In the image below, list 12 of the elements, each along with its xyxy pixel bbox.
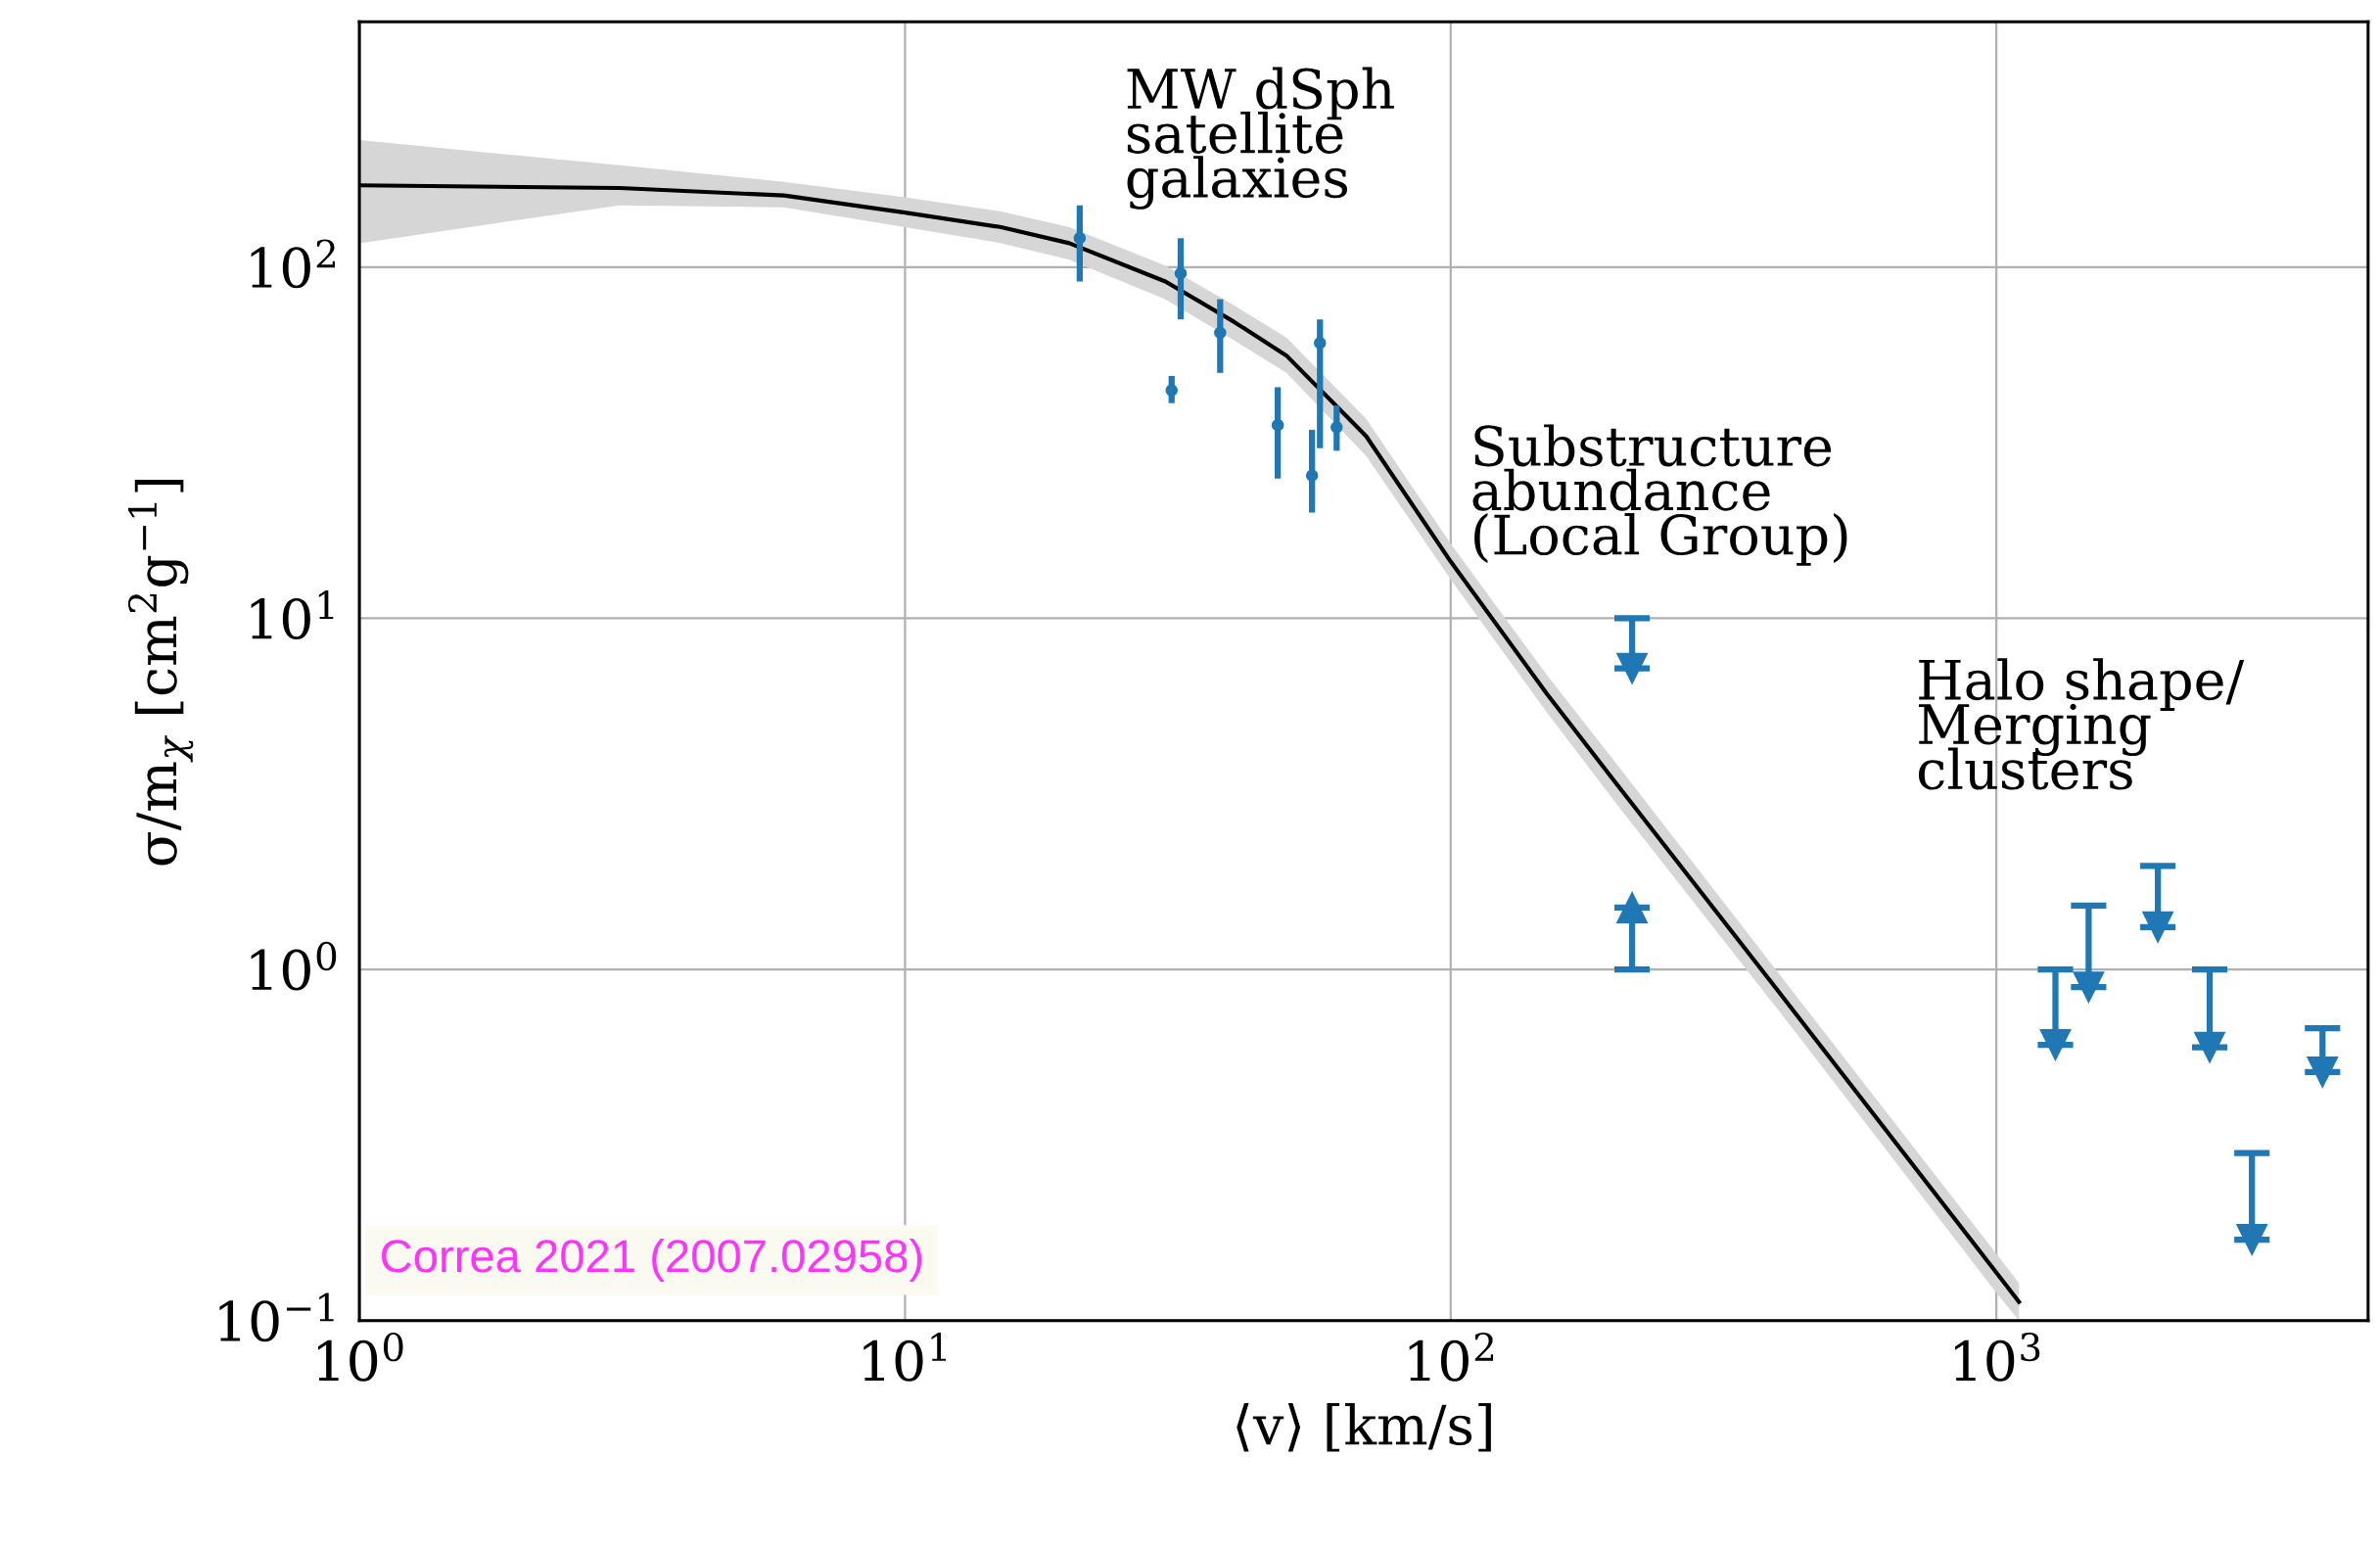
annotation: Correa 2021 (2007.02958)	[382, 1238, 922, 1282]
x-tick-label: 10$^{1}$	[863, 1332, 946, 1382]
annotation: Halo shape/ Merging clusters	[1918, 658, 2245, 790]
x-tick-label: 10$^{2}$	[1409, 1332, 1494, 1382]
x-tick-label: 10$^{3}$	[1955, 1332, 2040, 1382]
x-axis-title: ⟨v⟩ [km/s]	[1237, 1403, 1491, 1452]
annotation: Substructure abundance (Local Group)	[1472, 424, 1847, 566]
y-tick-label: 10$^{0}$	[251, 941, 337, 991]
y-tick-label: 10$^{2}$	[251, 239, 335, 289]
y-axis-title: σ/m$_{χ}$ [cm$^{2}$g$^{−1}$]	[127, 479, 194, 866]
y-tick-label: 10$^{1}$	[251, 590, 334, 639]
annotation: MW dSph satellite galaxies	[1127, 67, 1394, 210]
